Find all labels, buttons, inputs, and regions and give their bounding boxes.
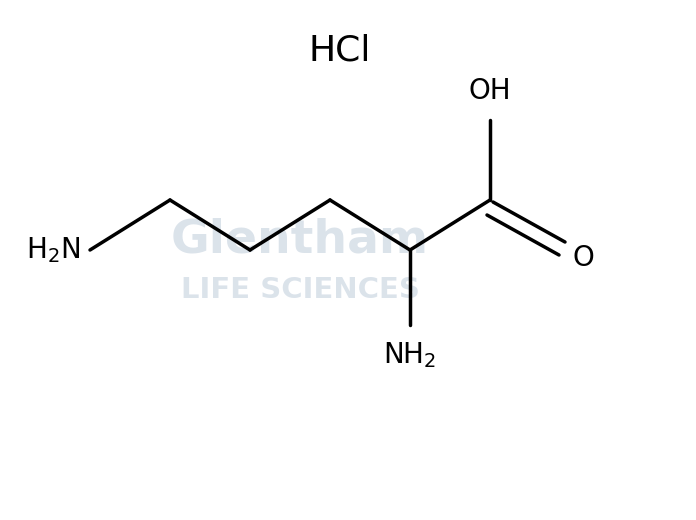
Text: H$_2$N: H$_2$N — [26, 235, 80, 265]
Text: HCl: HCl — [309, 33, 371, 67]
Text: LIFE SCIENCES: LIFE SCIENCES — [180, 276, 420, 304]
Text: O: O — [572, 244, 594, 272]
Text: NH$_2$: NH$_2$ — [383, 340, 436, 370]
Text: Glentham: Glentham — [171, 217, 429, 263]
Text: OH: OH — [468, 77, 512, 105]
